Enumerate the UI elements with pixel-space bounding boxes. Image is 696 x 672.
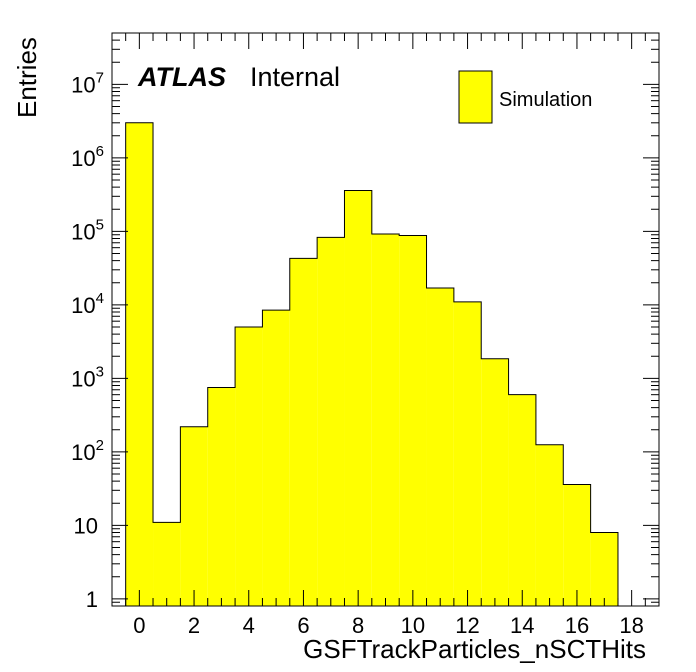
histogram-bar: [289, 258, 318, 606]
x-tick-label: 4: [243, 613, 255, 638]
histogram-bars: [125, 122, 619, 607]
y-axis-title: Entries: [12, 37, 42, 118]
y-tick-label: 10: [74, 513, 98, 538]
histogram-bar: [262, 310, 290, 606]
atlas-label: ATLAS: [137, 62, 226, 92]
y-tick-label: 102: [71, 437, 104, 465]
y-tick-label: 106: [71, 143, 104, 171]
histogram-bar: [590, 532, 618, 606]
histogram-bar: [508, 394, 536, 606]
axis-ticks: [111, 32, 660, 607]
y-tick-label: 107: [71, 69, 104, 97]
histogram-bar: [207, 387, 236, 606]
x-tick-label: 12: [455, 613, 479, 638]
histogram-bar: [180, 426, 208, 606]
y-tick-label: 1: [86, 587, 98, 612]
y-tick-labels: 1 10 102 103 104 105 106 107: [71, 69, 104, 612]
histogram-bar: [153, 522, 181, 606]
histogram-bar: [317, 237, 345, 606]
x-tick-label: 18: [619, 613, 643, 638]
x-tick-labels: 0 2 4 6 8 10 12 14 16 18: [133, 613, 644, 638]
x-tick-label: 0: [133, 613, 145, 638]
x-tick-label: 2: [188, 613, 200, 638]
histogram-bar: [563, 484, 591, 606]
x-tick-label: 8: [352, 613, 364, 638]
y-tick-label: 103: [71, 363, 104, 391]
x-axis-title: GSFTrackParticles_nSCTHits: [303, 634, 646, 664]
histogram-bar: [125, 122, 154, 606]
histogram-bar: [344, 190, 372, 607]
internal-label: Internal: [250, 62, 340, 92]
histogram-bar: [235, 327, 263, 606]
histogram-bar: [371, 234, 400, 607]
histogram-outline: [125, 122, 619, 606]
histogram-bar: [481, 358, 509, 606]
x-tick-label: 16: [565, 613, 589, 638]
x-tick-label: 10: [401, 613, 425, 638]
legend-swatch: [458, 70, 493, 124]
histogram-bar: [535, 444, 564, 606]
x-tick-label: 14: [510, 613, 534, 638]
y-tick-label: 105: [71, 216, 104, 244]
histogram-bar: [399, 235, 427, 606]
histogram-bar: [453, 301, 482, 606]
legend-label: Simulation: [499, 89, 592, 111]
histogram-bar: [426, 287, 454, 606]
y-tick-label: 104: [71, 290, 104, 318]
x-tick-label: 6: [297, 613, 309, 638]
